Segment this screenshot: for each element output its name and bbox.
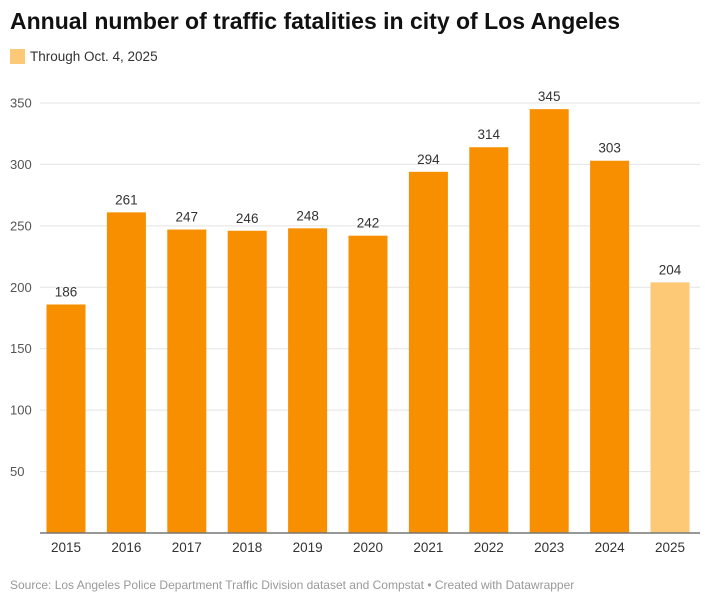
legend: Through Oct. 4, 2025: [10, 49, 158, 64]
bar-2015: [46, 304, 86, 533]
x-tick-label: 2019: [293, 540, 323, 555]
bar-2023: [529, 109, 569, 534]
x-tick-label: 2017: [172, 540, 202, 555]
chart-title: Annual number of traffic fatalities in c…: [10, 8, 621, 34]
bar-2021: [408, 171, 448, 534]
x-tick-label: 2024: [595, 540, 626, 555]
data-label: 204: [659, 262, 682, 277]
data-label: 247: [176, 210, 199, 225]
data-label: 186: [55, 284, 78, 299]
x-tick-label: 2025: [655, 540, 685, 555]
data-label: 314: [478, 127, 501, 142]
bar-2024: [590, 160, 630, 533]
y-tick-label: 250: [10, 218, 32, 233]
data-label: 303: [598, 141, 621, 156]
x-tick-label: 2022: [474, 540, 504, 555]
data-label: 248: [296, 208, 319, 223]
legend-swatch: [10, 49, 25, 64]
data-label: 261: [115, 192, 138, 207]
y-tick-label: 50: [10, 464, 24, 479]
x-tick-label: 2018: [232, 540, 262, 555]
y-tick-label: 100: [10, 403, 32, 418]
x-tick-label: 2020: [353, 540, 383, 555]
x-tick-label: 2016: [111, 540, 141, 555]
y-tick-label: 150: [10, 341, 32, 356]
source-note: Source: Los Angeles Police Department Tr…: [10, 578, 575, 592]
data-label: 242: [357, 216, 380, 231]
bar-2018: [227, 230, 267, 533]
bar-2025: [650, 282, 690, 533]
data-label: 345: [538, 89, 561, 104]
bar-2020: [348, 235, 388, 533]
bar-2017: [167, 229, 207, 534]
y-tick-label: 300: [10, 157, 32, 172]
y-tick-label: 200: [10, 280, 32, 295]
legend-label: Through Oct. 4, 2025: [30, 49, 158, 64]
bar-2019: [288, 228, 328, 534]
bar-2022: [469, 147, 509, 533]
x-tick-label: 2021: [413, 540, 443, 555]
x-tick-label: 2015: [51, 540, 81, 555]
y-tick-label: 350: [10, 96, 32, 111]
bar-2016: [106, 212, 146, 534]
data-label: 246: [236, 211, 259, 226]
x-tick-label: 2023: [534, 540, 564, 555]
data-label: 294: [417, 152, 440, 167]
